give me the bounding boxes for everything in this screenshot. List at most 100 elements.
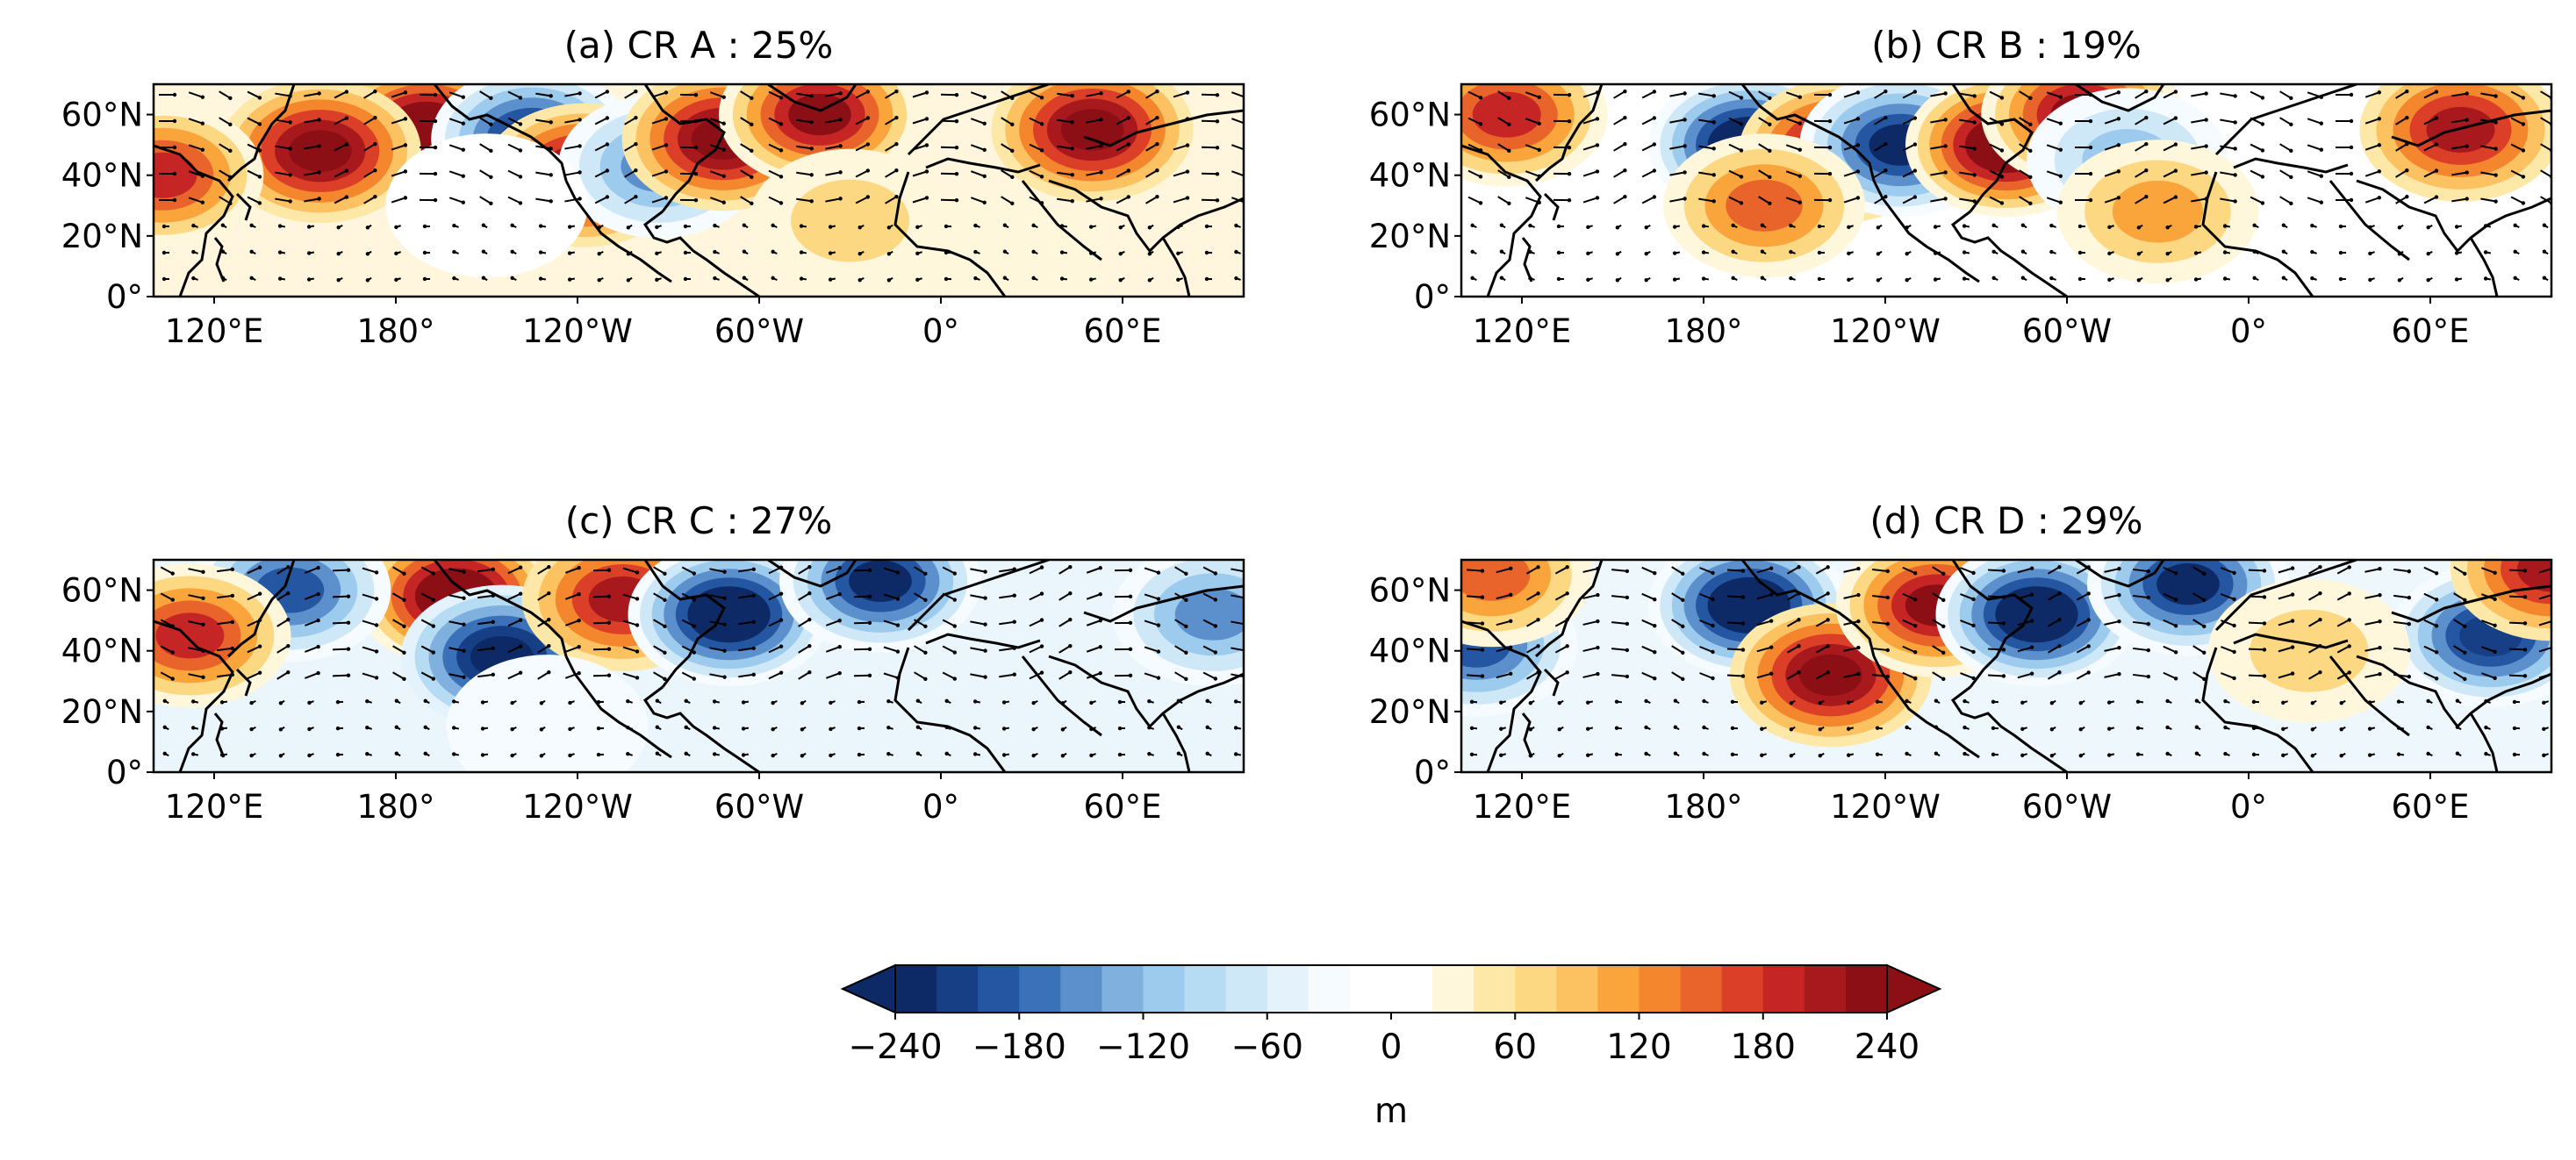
wind-vector <box>1497 117 1510 125</box>
wind-vector <box>825 646 841 653</box>
wind-vector <box>2135 169 2147 178</box>
colorbar-segment <box>1019 965 1061 1013</box>
wind-vector-head <box>200 147 205 152</box>
wind-vector-head <box>655 698 660 703</box>
wind-vector <box>2250 169 2264 178</box>
wind-vector <box>798 592 810 601</box>
panel-a-wind-vectors <box>159 89 1244 283</box>
wind-vector <box>1815 645 1829 654</box>
wind-vector-head <box>257 201 262 205</box>
wind-vector-head <box>2349 118 2354 124</box>
wind-vector <box>1525 118 1540 125</box>
wind-vector-head <box>2455 698 2460 703</box>
wind-vector-head <box>518 148 523 153</box>
wind-vector <box>1496 619 1511 627</box>
wind-vector-head <box>2339 753 2343 758</box>
wind-vector-head <box>1673 725 1678 729</box>
wind-vector <box>2278 619 2293 627</box>
colorbar-segment <box>1060 965 1102 1013</box>
wind-vector-head <box>1760 753 1764 757</box>
wind-vector-head <box>2512 699 2517 705</box>
wind-vector <box>247 117 261 125</box>
wind-vector <box>1872 595 1888 598</box>
wind-vector <box>275 118 291 124</box>
wind-vector-head <box>365 226 370 230</box>
wind-vector-head <box>1536 591 1540 596</box>
wind-vector-head <box>2146 648 2151 653</box>
wind-vector-head <box>1884 168 1888 173</box>
wind-vector-head <box>1031 249 1036 254</box>
wind-vector-head <box>2378 567 2382 571</box>
wind-vector-head <box>1941 650 1946 655</box>
wind-vector-head <box>373 194 377 199</box>
wind-vector-head <box>2405 194 2409 199</box>
wind-vector <box>1613 90 1625 99</box>
wind-vector-head <box>2493 147 2498 151</box>
wind-vector <box>1057 92 1073 97</box>
wind-vector <box>2279 143 2292 152</box>
wind-vector-head <box>1615 226 1620 230</box>
wind-vector-head <box>2368 277 2372 283</box>
wind-vector-head <box>462 569 466 574</box>
wind-vector-head <box>1653 571 1657 576</box>
wind-vector-head <box>807 591 812 596</box>
wind-vector-head <box>481 249 486 254</box>
wind-vector-head <box>172 145 177 150</box>
wind-vector <box>1173 91 1188 98</box>
wind-vector-head <box>2378 646 2382 650</box>
wind-vector-head <box>779 148 784 153</box>
wind-vector-head <box>779 618 784 622</box>
wind-vector <box>798 566 810 575</box>
wind-vector-head <box>2232 649 2236 655</box>
wind-vector-head <box>606 673 612 677</box>
wind-vector-head <box>2347 644 2351 648</box>
anomaly-contour-10-0 <box>901 194 1102 297</box>
wind-vector-head <box>317 118 321 122</box>
wind-vector <box>1641 671 1655 680</box>
wind-vector-head <box>431 677 435 681</box>
anomaly-contour-11-0 <box>385 133 588 278</box>
wind-vector-head <box>828 251 833 255</box>
wind-vector-head <box>1711 120 1716 125</box>
wind-vector-head <box>663 598 667 602</box>
wind-vector-head <box>1039 644 1044 648</box>
wind-vector-head <box>915 251 920 256</box>
wind-vector-head <box>1672 251 1677 255</box>
anomaly-contour-3-6 <box>2006 595 2067 634</box>
wind-vector-head <box>1088 225 1094 229</box>
wind-vector-head <box>924 90 929 95</box>
wind-vector-head <box>886 725 891 730</box>
colorbar-segment <box>936 965 979 1013</box>
wind-vector-head <box>286 670 291 675</box>
wind-vector <box>391 170 406 177</box>
wind-vector <box>1086 171 1101 176</box>
wind-vector-head <box>982 95 987 100</box>
wind-vector-head <box>606 568 612 572</box>
wind-vector-head <box>635 597 640 601</box>
wind-vector <box>217 594 233 599</box>
wind-vector-head <box>1683 118 1687 122</box>
wind-vector <box>2019 169 2031 178</box>
wind-vector <box>217 620 233 626</box>
wind-vector <box>2191 197 2206 203</box>
wind-vector-head <box>2260 201 2265 205</box>
colorbar-max-extension <box>1886 963 1942 1014</box>
wind-vector-head <box>837 619 842 623</box>
wind-vector <box>507 671 521 680</box>
wind-vector-head <box>857 251 862 256</box>
anomaly-contour-9-1 <box>791 179 909 262</box>
wind-vector-head <box>1098 566 1102 570</box>
wind-vector-head <box>684 698 688 704</box>
wind-vector <box>392 566 405 575</box>
wind-vector-head <box>344 168 349 173</box>
wind-vector-head <box>1567 145 1572 150</box>
wind-vector-head <box>2281 753 2285 757</box>
wind-vector-head <box>1128 673 1133 678</box>
wind-vector <box>160 566 174 575</box>
wind-vector-head <box>1644 751 1648 756</box>
wind-vector-head <box>2483 250 2488 254</box>
wind-vector-head <box>1155 90 1159 94</box>
wind-vector-head <box>200 200 205 204</box>
wind-vector-head <box>1797 147 1802 152</box>
wind-vector <box>160 619 174 627</box>
